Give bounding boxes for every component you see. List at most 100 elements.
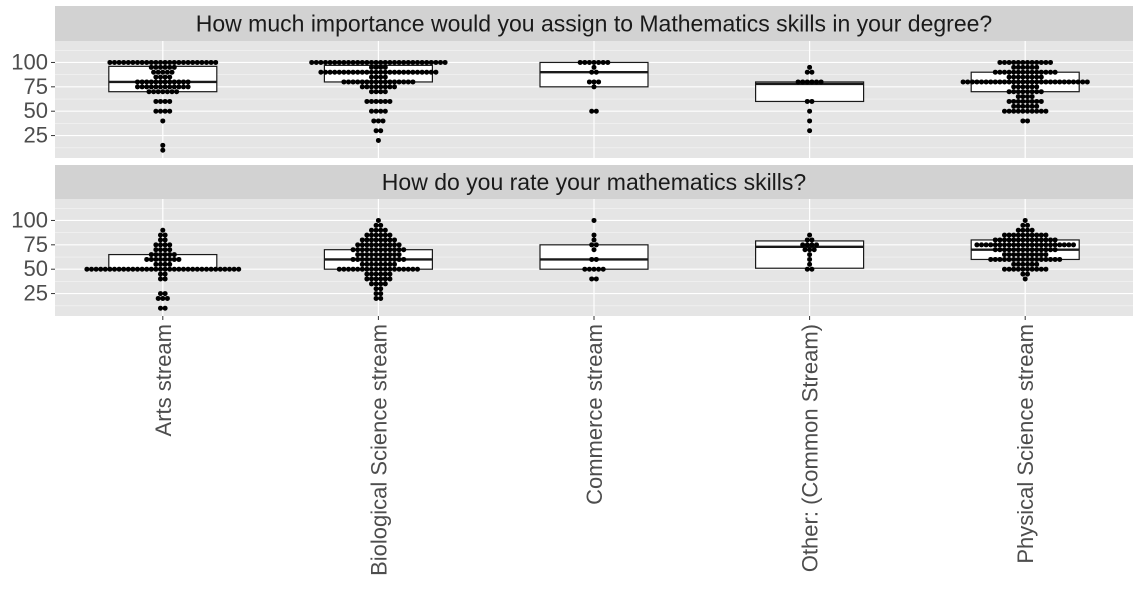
- data-point: [364, 261, 370, 267]
- data-point: [591, 247, 597, 253]
- data-point: [185, 84, 191, 90]
- data-point: [373, 256, 379, 262]
- data-point: [392, 247, 397, 253]
- x-tick-label: Physical Science stream: [1013, 324, 1038, 564]
- data-point: [107, 59, 113, 65]
- data-point: [213, 266, 219, 272]
- data-point: [807, 108, 813, 114]
- data-point: [375, 118, 381, 124]
- data-point: [1020, 232, 1026, 238]
- data-point: [373, 64, 379, 70]
- data-point: [1034, 69, 1040, 75]
- data-point: [171, 59, 177, 65]
- data-point: [1020, 227, 1026, 233]
- data-point: [378, 232, 384, 238]
- data-point: [1038, 256, 1044, 262]
- data-point: [153, 59, 159, 65]
- data-point: [208, 59, 214, 65]
- data-point: [396, 252, 402, 258]
- data-point: [185, 59, 191, 65]
- data-point: [112, 266, 117, 272]
- data-point: [162, 271, 168, 277]
- data-point: [1057, 79, 1063, 85]
- data-point: [392, 252, 397, 258]
- data-point: [174, 89, 180, 95]
- data-point: [160, 69, 166, 75]
- data-point: [804, 237, 810, 243]
- data-point: [378, 295, 384, 301]
- data-point: [1034, 256, 1040, 262]
- data-point: [373, 242, 379, 248]
- data-point: [369, 59, 374, 65]
- data-point: [1034, 242, 1040, 248]
- data-point: [1011, 252, 1017, 258]
- data-point: [1052, 69, 1058, 75]
- data-point: [1025, 252, 1030, 258]
- data-point: [997, 237, 1003, 243]
- data-point: [1011, 84, 1017, 90]
- data-point: [997, 242, 1003, 248]
- data-point: [591, 266, 597, 272]
- data-point: [438, 59, 443, 65]
- data-point: [586, 266, 592, 272]
- data-point: [1020, 222, 1026, 228]
- data-point: [1071, 79, 1076, 85]
- data-point: [364, 247, 370, 253]
- data-point: [1025, 69, 1030, 75]
- data-point: [605, 59, 611, 65]
- data-point: [582, 59, 588, 65]
- data-point: [158, 84, 163, 90]
- data-point: [169, 69, 175, 75]
- data-point: [98, 266, 104, 272]
- data-point: [401, 256, 407, 262]
- data-point: [369, 232, 374, 238]
- data-point: [1020, 69, 1026, 75]
- data-point: [382, 252, 388, 258]
- data-point: [1020, 252, 1026, 258]
- data-point: [369, 266, 374, 272]
- data-point: [139, 79, 145, 85]
- data-point: [1011, 103, 1017, 109]
- data-point: [1043, 79, 1049, 85]
- data-point: [153, 64, 159, 70]
- data-point: [1029, 266, 1035, 272]
- data-point: [401, 266, 407, 272]
- data-point: [364, 252, 370, 258]
- data-point: [1025, 79, 1030, 85]
- data-point: [1022, 217, 1028, 223]
- data-point: [1038, 79, 1044, 85]
- data-point: [176, 84, 182, 90]
- data-point: [378, 276, 384, 282]
- y-tick-label: 75: [24, 74, 48, 99]
- data-point: [341, 59, 347, 65]
- data-point: [359, 69, 365, 75]
- data-point: [139, 266, 145, 272]
- data-point: [415, 69, 420, 75]
- data-point: [387, 237, 393, 243]
- data-point: [800, 79, 806, 85]
- data-point: [346, 266, 351, 272]
- data-point: [1038, 247, 1044, 253]
- data-point: [1022, 276, 1028, 282]
- data-point: [121, 59, 127, 65]
- data-point: [158, 252, 163, 258]
- data-point: [144, 84, 150, 90]
- data-point: [1025, 266, 1030, 272]
- data-point: [818, 79, 824, 85]
- data-point: [378, 266, 384, 272]
- data-point: [107, 266, 113, 272]
- data-point: [419, 59, 425, 65]
- data-point: [1002, 256, 1007, 262]
- data-point: [1029, 64, 1035, 70]
- data-point: [369, 242, 374, 248]
- data-point: [600, 59, 606, 65]
- data-point: [1011, 232, 1017, 238]
- data-point: [382, 266, 388, 272]
- data-point: [373, 291, 379, 297]
- data-point: [144, 266, 150, 272]
- data-point: [814, 79, 819, 85]
- data-point: [591, 232, 597, 238]
- data-point: [373, 227, 379, 233]
- data-point: [1029, 84, 1035, 90]
- data-point: [1034, 261, 1040, 267]
